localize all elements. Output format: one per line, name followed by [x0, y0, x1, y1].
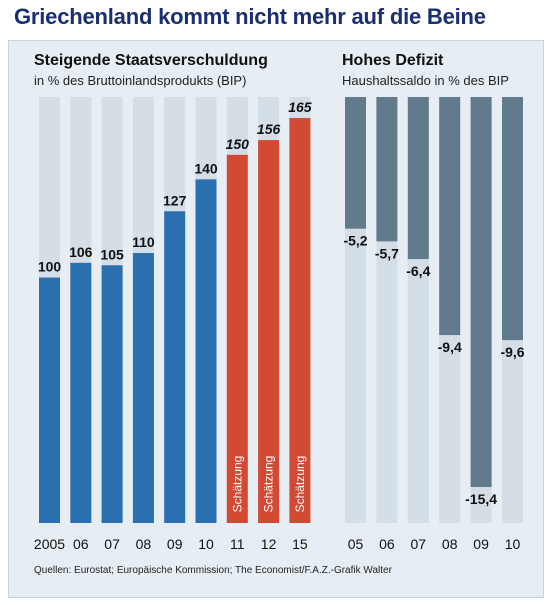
source-note: Quellen: Eurostat; Europäische Kommissio…: [34, 565, 392, 576]
estimate-label: Schätzung: [230, 456, 244, 513]
deficit-chart-title: Hohes Defizit: [342, 52, 444, 69]
debt-chart-subtitle: in % des Bruttoinlandsprodukts (BIP): [34, 73, 247, 88]
debt-tick-label: 12: [261, 536, 277, 552]
deficit-chart-subtitle: Haushaltssaldo in % des BIP: [342, 73, 509, 88]
deficit-bar: [376, 97, 398, 242]
debt-bar: [39, 277, 60, 523]
estimate-label: Schätzung: [262, 456, 276, 513]
debt-value-label: 140: [194, 160, 218, 176]
debt-value-label: 156: [257, 121, 281, 137]
debt-tick-label: 07: [104, 536, 120, 552]
debt-tick-label: 15: [292, 536, 308, 552]
deficit-tick-label: 09: [473, 536, 489, 552]
deficit-value-label: -5,2: [343, 233, 367, 249]
deficit-tick-label: 08: [442, 536, 458, 552]
debt-tick-label: 09: [167, 536, 183, 552]
debt-bar: [70, 262, 92, 523]
debt-bar-estimate: [289, 118, 311, 523]
debt-tick-label: 08: [136, 536, 152, 552]
page-title: Griechenland kommt nicht mehr auf die Be…: [14, 4, 486, 29]
debt-bar-estimate: [258, 140, 280, 523]
debt-value-label: 165: [288, 99, 312, 115]
deficit-chart: -5,2 05 -5,7 06 -6,4 07 -9,4 08 -15,4 09 -9,6 10: [343, 97, 525, 552]
deficit-bar: [407, 97, 429, 260]
debt-value-label: 105: [100, 246, 124, 262]
deficit-bar: [439, 97, 461, 336]
deficit-tick-label: 07: [411, 536, 427, 552]
debt-tick-label: 10: [198, 536, 214, 552]
deficit-value-label: -9,4: [438, 339, 462, 355]
debt-bar: [132, 253, 154, 523]
deficit-value-label: -15,4: [465, 491, 497, 507]
debt-bar: [101, 265, 123, 523]
deficit-tick-label: 10: [505, 536, 521, 552]
deficit-bar: [470, 97, 492, 487]
debt-bar-estimate: [226, 154, 248, 523]
debt-value-label: 100: [38, 259, 62, 275]
debt-value-label: 127: [163, 192, 187, 208]
deficit-tick-label: 06: [379, 536, 395, 552]
estimate-label: Schätzung: [293, 456, 307, 513]
deficit-bar: [502, 97, 523, 341]
debt-chart: 100 2005 106 06 105 07 110 08 127 09 140 10 150 Schät…: [34, 97, 312, 552]
debt-value-label: 110: [132, 234, 155, 250]
debt-tick-label: 2005: [34, 536, 65, 552]
debt-bar: [195, 179, 217, 523]
debt-bar: [164, 211, 186, 524]
debt-value-label: 106: [69, 244, 93, 260]
debt-chart-title: Steigende Staatsverschuldung: [34, 52, 268, 69]
deficit-bar: [345, 97, 366, 229]
debt-tick-label: 11: [230, 536, 245, 552]
deficit-value-label: -9,6: [500, 344, 524, 360]
deficit-tick-label: 05: [348, 536, 364, 552]
deficit-value-label: -6,4: [406, 263, 430, 279]
debt-value-label: 150: [226, 136, 250, 152]
deficit-value-label: -5,7: [375, 245, 399, 261]
debt-tick-label: 06: [73, 536, 89, 552]
